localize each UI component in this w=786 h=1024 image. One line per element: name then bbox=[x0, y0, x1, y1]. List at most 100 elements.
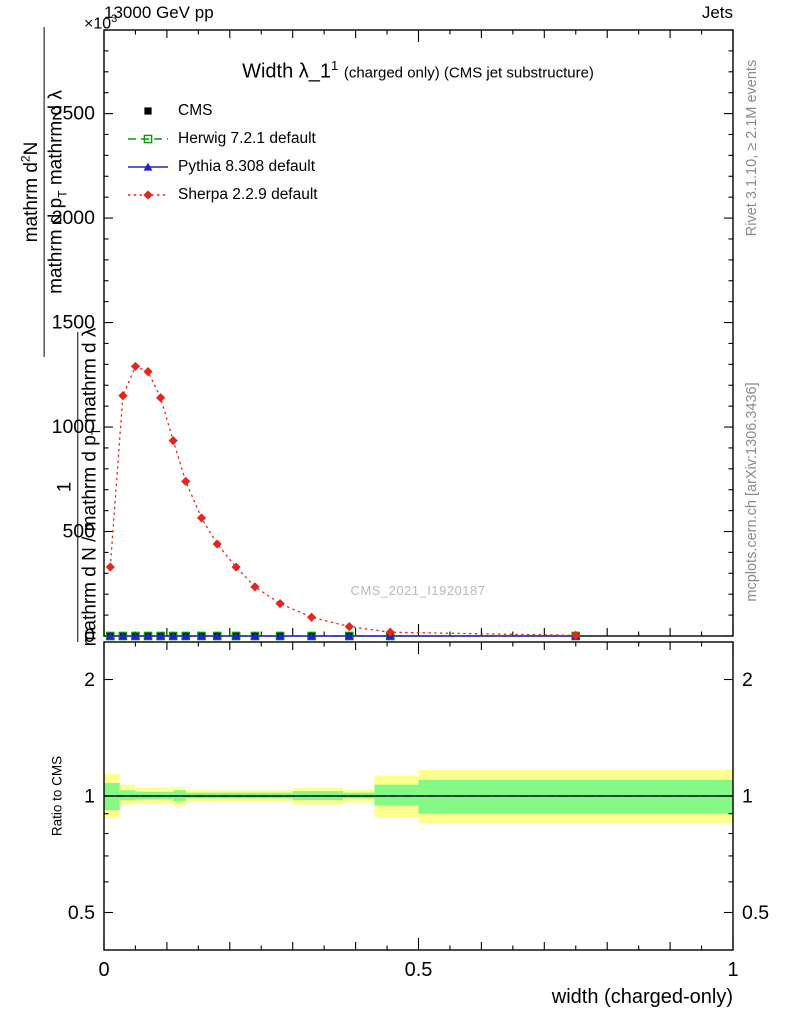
marker-triangle bbox=[344, 631, 354, 640]
svg-text:2: 2 bbox=[84, 669, 95, 691]
y-axis-label-prefactor: 1 mathrm d N / mathrm d pT mathrm d λ bbox=[54, 328, 103, 647]
marker-diamond bbox=[275, 599, 285, 609]
prefactor-numerator: 1 bbox=[54, 481, 76, 493]
marker-triangle bbox=[231, 631, 241, 640]
series-line bbox=[109, 365, 576, 637]
fraction-bar bbox=[77, 332, 79, 642]
svg-text:500: 500 bbox=[62, 521, 95, 543]
legend-item-label: Herwig 7.2.1 default bbox=[178, 130, 316, 147]
marker-triangle bbox=[212, 631, 222, 640]
axis-ticks bbox=[103, 29, 734, 950]
analysis-id-watermark: CMS_2021_I1920187 bbox=[350, 583, 486, 598]
diamond-marker-icon bbox=[128, 190, 168, 200]
marker-triangle bbox=[275, 631, 285, 640]
svg-text:1000: 1000 bbox=[52, 416, 96, 438]
marker-diamond bbox=[385, 627, 395, 637]
beam-info-label: 13000 GeV pp bbox=[104, 3, 214, 22]
svg-text:0: 0 bbox=[84, 625, 95, 647]
marker-triangle bbox=[307, 631, 316, 640]
title-superscript: 1 bbox=[331, 58, 339, 73]
marker-diamond bbox=[571, 630, 581, 640]
prefactor-den-text: mathrm d N / mathrm d p bbox=[79, 435, 101, 647]
title-observable: Width λ_1 bbox=[242, 60, 332, 83]
fraction-bar bbox=[43, 27, 45, 357]
marker-diamond bbox=[196, 513, 207, 523]
numerator-sup: 2 bbox=[18, 155, 33, 163]
marker-square bbox=[144, 107, 152, 115]
marker-diamond bbox=[250, 582, 260, 592]
denominator-text: mathrm d p bbox=[45, 197, 67, 294]
square-marker-icon bbox=[144, 107, 152, 115]
legend-item-label: Pythia 8.308 default bbox=[178, 158, 316, 175]
marker-triangle bbox=[168, 631, 178, 640]
prefactor-den-sub: T bbox=[88, 427, 103, 436]
marker-diamond bbox=[212, 539, 222, 549]
marker-triangle bbox=[143, 162, 153, 171]
svg-text:1: 1 bbox=[727, 959, 738, 981]
numerator-text: mathrm d bbox=[20, 162, 42, 243]
svg-text:1500: 1500 bbox=[52, 312, 96, 334]
marker-diamond bbox=[231, 562, 241, 572]
marker-triangle bbox=[131, 631, 140, 640]
marker-diamond bbox=[306, 612, 317, 622]
legend-item-pythia: Pythia 8.308 default bbox=[127, 158, 318, 176]
svg-text:1: 1 bbox=[84, 786, 95, 808]
triangle-marker-icon bbox=[128, 162, 168, 171]
ratio-y-axis-title: Ratio to CMS bbox=[49, 755, 65, 837]
exponent-base: ×10 bbox=[84, 15, 112, 33]
marker-triangle bbox=[118, 631, 128, 640]
marker-triangle bbox=[143, 631, 153, 640]
marker-diamond bbox=[118, 391, 128, 401]
marker-diamond bbox=[156, 393, 166, 403]
svg-text:0.5: 0.5 bbox=[405, 959, 433, 981]
legend: CMS Herwig 7.2.1 default Pythia 8.308 defa… bbox=[127, 102, 318, 204]
svg-text:0.5: 0.5 bbox=[68, 902, 95, 924]
marker-triangle bbox=[105, 631, 115, 640]
y-axis-label-numerator: mathrm d2N bbox=[18, 141, 43, 243]
marker-diamond bbox=[168, 436, 178, 446]
marker-triangle bbox=[197, 631, 206, 640]
marker-diamond bbox=[105, 562, 115, 572]
plot-title: Width λ_11 (charged only) (CMS jet subst… bbox=[242, 58, 594, 84]
denominator-text-2: mathrm d λ bbox=[45, 90, 67, 191]
ratio-y-tick-labels: 0.5 0.5 1 1 2 2 bbox=[68, 669, 769, 924]
prefactor-den-text-2: mathrm d λ bbox=[79, 327, 101, 428]
ratio-band-green bbox=[374, 784, 419, 806]
denominator-sub: T bbox=[55, 190, 70, 198]
marker-triangle bbox=[250, 631, 260, 640]
legend-item-label: CMS bbox=[178, 102, 213, 119]
y-axis-exponent-label: ×103 bbox=[84, 13, 117, 33]
x-tick-labels: 0 0.5 1 bbox=[98, 959, 738, 981]
y-axis-label-denominator: mathrm d pT mathrm d λ bbox=[46, 90, 71, 294]
svg-text:2: 2 bbox=[742, 669, 753, 691]
numerator-text-2: N bbox=[20, 141, 42, 156]
x-axis-title: width (charged-only) bbox=[551, 986, 733, 1008]
sherpa-series bbox=[105, 361, 581, 640]
marker-square-open bbox=[143, 134, 153, 144]
marker-diamond bbox=[181, 476, 191, 486]
svg-text:1: 1 bbox=[742, 786, 753, 808]
y-axis-label-fraction: mathrm d2N mathrm d pT mathrm d λ bbox=[18, 27, 71, 357]
ratio-band-green bbox=[119, 790, 136, 801]
exponent-power: 3 bbox=[111, 13, 118, 25]
legend-item-sherpa: Sherpa 2.2.9 default bbox=[127, 186, 318, 204]
svg-text:0.5: 0.5 bbox=[742, 902, 769, 924]
ratio-band-green bbox=[418, 779, 733, 814]
rivet-version-label: Rivet 3.1.10, ≥ 2.1M events bbox=[744, 59, 760, 237]
marker-triangle bbox=[181, 631, 191, 640]
title-qualifier: (charged only) (CMS jet substructure) bbox=[343, 64, 594, 82]
process-label: Jets bbox=[701, 3, 733, 22]
marker-diamond bbox=[130, 361, 141, 372]
svg-text:2500: 2500 bbox=[52, 103, 96, 125]
legend-item-herwig: Herwig 7.2.1 default bbox=[127, 130, 318, 148]
mcplots-reference-label: mcplots.cern.ch [arXiv:1306.3436] bbox=[744, 382, 760, 602]
legend-item-label: Sherpa 2.2.9 default bbox=[178, 186, 318, 203]
main-y-tick-labels: 0 500 1000 1500 2000 2500 bbox=[52, 103, 96, 647]
svg-text:2000: 2000 bbox=[52, 207, 96, 229]
legend-item-cms: CMS bbox=[127, 102, 318, 120]
marker-diamond bbox=[344, 621, 354, 632]
marker-diamond bbox=[143, 367, 153, 377]
marker-diamond bbox=[143, 190, 153, 200]
